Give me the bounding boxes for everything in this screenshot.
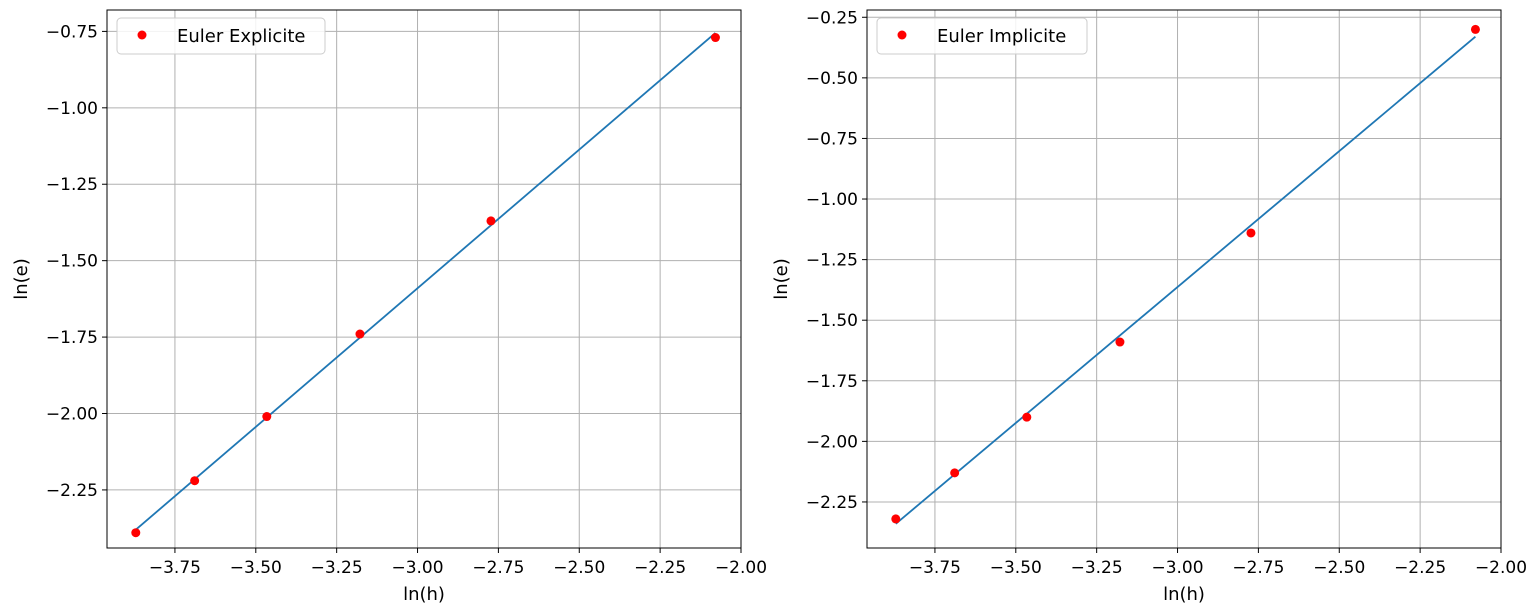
legend-box xyxy=(116,17,326,55)
y-tick-label: −1.75 xyxy=(46,328,98,348)
y-tick-label: −2.00 xyxy=(806,432,858,452)
legend: Euler Implicite xyxy=(876,17,1088,55)
y-axis-label: ln(e) xyxy=(11,258,32,300)
legend: Euler Explicite xyxy=(116,17,326,55)
data-point xyxy=(262,412,272,422)
x-tick-label: −3.25 xyxy=(1071,558,1123,578)
y-tick-label: −1.25 xyxy=(46,175,98,195)
data-point xyxy=(190,476,200,486)
x-tick-label: −3.25 xyxy=(311,558,363,578)
y-tick-label: −2.25 xyxy=(806,493,858,513)
x-tick-label: −3.75 xyxy=(149,558,201,578)
data-point xyxy=(131,528,141,538)
x-tick-label: −3.00 xyxy=(1151,558,1203,578)
x-tick-label: −2.25 xyxy=(634,558,686,578)
data-point xyxy=(1022,412,1032,422)
data-point xyxy=(710,33,720,43)
x-tick-label: −2.00 xyxy=(715,558,767,578)
y-axis-label: ln(e) xyxy=(771,258,792,300)
x-tick-label: −2.50 xyxy=(1313,558,1365,578)
y-tick-label: −1.75 xyxy=(806,372,858,392)
legend-marker xyxy=(137,30,147,40)
fit-line xyxy=(895,36,1476,525)
fit-line xyxy=(135,32,716,531)
x-tick-label: −2.50 xyxy=(553,558,605,578)
x-tick-label: −3.50 xyxy=(990,558,1042,578)
axes-frame xyxy=(106,9,742,549)
y-tick-label: −1.50 xyxy=(806,311,858,331)
data-point xyxy=(355,329,365,339)
y-tick-label: −0.75 xyxy=(806,129,858,149)
data-point xyxy=(1246,228,1256,238)
x-axis-label: ln(h) xyxy=(403,584,445,605)
y-tick-label: −0.75 xyxy=(46,22,98,42)
x-tick-label: −2.75 xyxy=(472,558,524,578)
axes-frame xyxy=(866,9,1502,549)
y-tick-label: −1.00 xyxy=(46,99,98,119)
y-tick-label: −1.50 xyxy=(46,252,98,272)
data-point xyxy=(891,514,901,524)
y-tick-label: −1.25 xyxy=(806,251,858,271)
x-tick-label: −2.25 xyxy=(1394,558,1446,578)
data-point xyxy=(950,468,960,478)
right-subplot: −3.75 −3.50 −3.25 −3.00 −2.75 −2.50 −2.25 −2.00… xyxy=(771,8,1527,605)
left-subplot: −3.75 −3.50 −3.25 −3.00 −2.75 −2.50 −2.25 −2.00… xyxy=(11,9,767,605)
legend-marker xyxy=(897,30,907,40)
x-axis-label: ln(h) xyxy=(1163,584,1205,605)
legend-label: Euler Implicite xyxy=(937,26,1066,47)
legend-box xyxy=(876,17,1088,55)
y-tick-label: −1.00 xyxy=(806,190,858,210)
y-tick-label: −0.50 xyxy=(806,69,858,89)
y-tick-label: −2.00 xyxy=(46,405,98,425)
legend-label: Euler Explicite xyxy=(177,26,305,47)
data-point xyxy=(486,216,496,226)
x-tick-label: −3.00 xyxy=(391,558,443,578)
data-point xyxy=(1470,24,1480,34)
x-tick-label: −2.75 xyxy=(1232,558,1284,578)
x-tick-label: −2.00 xyxy=(1475,558,1527,578)
x-tick-label: −3.75 xyxy=(909,558,961,578)
x-tick-label: −3.50 xyxy=(230,558,282,578)
data-point xyxy=(1115,337,1125,347)
y-tick-label: −0.25 xyxy=(806,8,858,28)
y-tick-label: −2.25 xyxy=(46,481,98,501)
